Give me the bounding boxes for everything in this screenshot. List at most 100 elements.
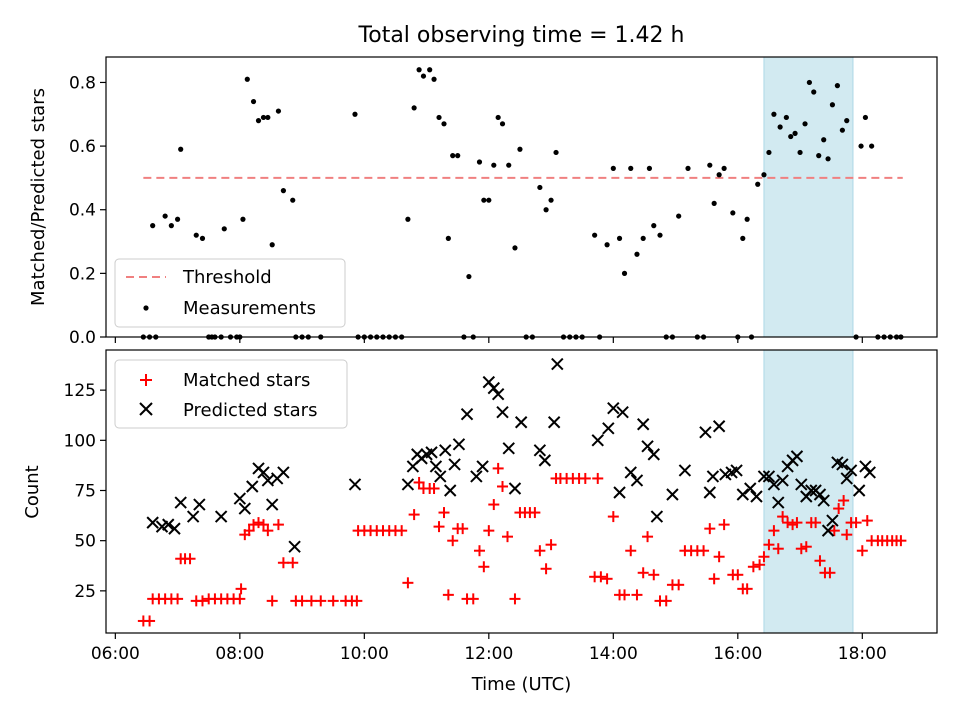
matched-star-point (413, 476, 425, 488)
bottom-legend: Matched stars Predicted stars (114, 359, 348, 429)
predicted-star-point (487, 381, 501, 395)
matched-star-point (777, 511, 789, 523)
predicted-star-point (750, 490, 763, 503)
predicted-star-point (790, 450, 804, 463)
top-axes-frame (105, 56, 938, 338)
measurement-point (405, 216, 411, 222)
measurement-point (517, 146, 523, 152)
measurement-point (721, 165, 727, 171)
measurement-point (427, 67, 433, 73)
legend-threshold-label: Threshold (182, 267, 272, 288)
measurement-point (834, 83, 841, 89)
matched-star-point (800, 541, 812, 553)
measurement-point (466, 273, 472, 280)
matched-star-point (351, 595, 363, 607)
measurement-point (802, 121, 808, 127)
matched-star-point (234, 593, 246, 605)
bottom-ylabel: Count (22, 465, 43, 518)
measurement-point (168, 223, 174, 229)
bottom-ytick-label: 50 (74, 532, 96, 552)
matched-star-point (838, 495, 850, 507)
matched-star-point (673, 579, 685, 591)
matched-star-point (509, 593, 521, 605)
bottom-ytick-label: 75 (74, 481, 96, 501)
bottom-ytick-label: 100 (64, 431, 96, 451)
predicted-star-point (852, 484, 866, 497)
matched-star-point (732, 569, 744, 581)
bottom-legend-box (114, 359, 348, 429)
matched-star-point (856, 545, 868, 557)
matched-star-point (758, 551, 770, 563)
measurement-point (783, 114, 789, 121)
measurement-point (265, 114, 271, 121)
measurement-point (416, 67, 422, 73)
predicted-star-point (817, 494, 830, 507)
predicted-star-point (277, 466, 290, 479)
measurement-point (174, 216, 181, 222)
predicted-star-point (491, 387, 505, 401)
matched-star-point (828, 525, 840, 537)
measurement-point (657, 232, 663, 238)
predicted-star-point (836, 458, 849, 471)
bottom-xtick-label: 06:00 (91, 644, 140, 664)
matched-star-point (529, 507, 541, 519)
matched-star-point (497, 480, 509, 492)
matched-star-point (253, 517, 265, 529)
legend-measurements-swatch (143, 305, 149, 311)
matched-star-point (708, 573, 720, 585)
predicted-star-point (712, 420, 726, 433)
predicted-star-point (547, 416, 561, 429)
predicted-star-point (257, 466, 270, 479)
top-shaded-region (763, 56, 854, 338)
matched-star-point (248, 519, 260, 531)
matched-star-point (637, 567, 649, 579)
measurement-point (499, 121, 506, 127)
bottom-ytick-label: 125 (64, 381, 96, 401)
predicted-star-point (186, 510, 200, 523)
measurement-point (260, 114, 267, 121)
predicted-star-point (265, 498, 279, 511)
matched-star-point (235, 583, 247, 595)
measurement-point (548, 197, 554, 203)
measurement-point (352, 111, 358, 117)
predicted-star-point (538, 454, 552, 467)
measurement-point (766, 149, 772, 156)
measurement-point (250, 98, 257, 105)
predicted-star-point (826, 514, 839, 527)
measurement-point (740, 235, 746, 241)
matched-star-point (540, 563, 552, 575)
measurement-point (199, 235, 206, 241)
predicted-star-point (821, 524, 835, 537)
matched-star-point (428, 482, 440, 494)
matched-star-point (262, 525, 274, 537)
measurement-point (411, 105, 417, 111)
measurement-point (537, 184, 543, 191)
predicted-star-point (613, 486, 626, 499)
measurement-point (755, 181, 761, 187)
measurement-point (616, 235, 623, 241)
matched-star-point (814, 555, 826, 567)
matched-star-point (457, 523, 469, 535)
matched-star-point (473, 545, 485, 557)
predicted-star-point (439, 444, 452, 457)
predicted-star-point (452, 438, 466, 451)
matched-star-point (810, 517, 822, 529)
measurement-point (811, 89, 817, 95)
predicted-star-point (863, 466, 876, 479)
predicted-star-point (730, 464, 743, 477)
top-ytick-label: 0.8 (69, 73, 96, 93)
matched-star-point (447, 535, 459, 547)
predicted-star-point (805, 484, 818, 497)
matched-star-point (833, 503, 845, 515)
matched-star-point (396, 525, 408, 537)
predicted-star-point (233, 492, 247, 505)
matched-star-point (625, 545, 637, 557)
measurement-point (651, 223, 657, 229)
measurement-point (244, 76, 250, 82)
matched-star-point (433, 521, 445, 533)
measurement-point (436, 114, 442, 121)
matched-star-point (483, 525, 495, 537)
predicted-star-point (767, 478, 781, 491)
measurement-point (869, 143, 875, 149)
matched-star-point (257, 519, 269, 531)
